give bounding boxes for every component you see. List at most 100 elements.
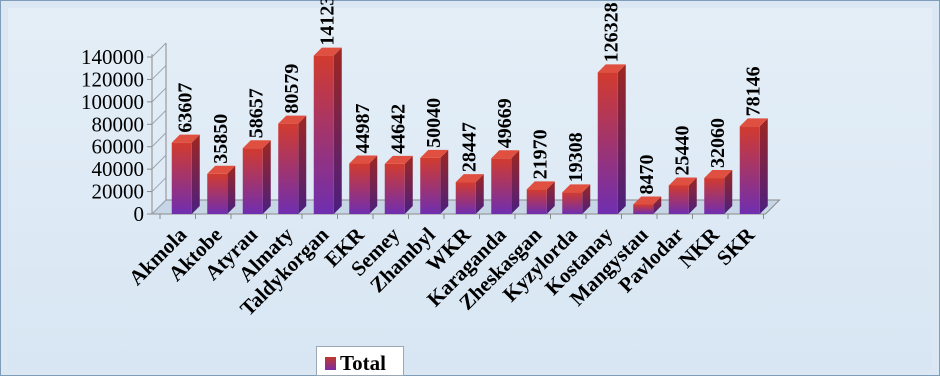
y-tick-diagonal bbox=[151, 199, 167, 215]
bar-wkr bbox=[455, 174, 484, 214]
bar-top bbox=[349, 155, 378, 164]
bar-side bbox=[262, 140, 271, 214]
data-label: 21970 bbox=[530, 129, 552, 179]
bar-side bbox=[404, 155, 413, 214]
bar-top bbox=[597, 64, 626, 73]
data-label: 8470 bbox=[636, 155, 658, 195]
y-tick-diagonal bbox=[151, 132, 167, 148]
data-label: 141237 bbox=[317, 0, 339, 46]
bar-pavlodar bbox=[668, 177, 697, 214]
bar-side bbox=[298, 115, 307, 214]
bar-front bbox=[633, 204, 654, 214]
data-label: 35850 bbox=[210, 114, 232, 164]
bar-side bbox=[511, 150, 520, 214]
data-label: 44987 bbox=[352, 104, 374, 154]
bar-side bbox=[369, 155, 378, 214]
bar-ekr bbox=[349, 155, 378, 214]
data-labels: 63607 35850 58657 80579 141237 44987 44642 5004… bbox=[175, 0, 765, 195]
bar-front bbox=[242, 148, 263, 214]
data-label: 78146 bbox=[743, 66, 765, 116]
y-tick-label: 80000 bbox=[92, 112, 145, 136]
bar-front bbox=[491, 158, 512, 214]
y-tick-label: 0 bbox=[134, 202, 145, 226]
bar-top bbox=[278, 115, 307, 124]
bar-side bbox=[475, 174, 484, 214]
y-tick-label: 60000 bbox=[92, 135, 145, 159]
legend-swatch bbox=[325, 357, 336, 370]
y-tick-label: 20000 bbox=[92, 180, 145, 204]
bar-skr bbox=[739, 118, 768, 214]
bar-mangystau bbox=[633, 196, 662, 214]
bar-side bbox=[191, 134, 200, 214]
bar-side bbox=[227, 165, 236, 214]
bar-kostanay bbox=[597, 64, 626, 214]
bar-side bbox=[653, 196, 662, 214]
bar-top bbox=[242, 140, 271, 149]
bar-akmola bbox=[171, 134, 200, 214]
bar-top bbox=[526, 181, 555, 190]
data-label: 49669 bbox=[494, 98, 516, 148]
data-label: 19308 bbox=[565, 132, 587, 182]
bar-top bbox=[668, 177, 697, 186]
bar-side bbox=[440, 149, 449, 214]
bar-side bbox=[333, 47, 342, 214]
y-tick-diagonal bbox=[151, 87, 167, 103]
bar-top bbox=[633, 196, 662, 205]
bar-top bbox=[562, 184, 591, 193]
bar-karaganda bbox=[491, 150, 520, 214]
y-tick-label: 100000 bbox=[81, 90, 144, 114]
bar-top bbox=[491, 150, 520, 159]
bar-top bbox=[455, 174, 484, 183]
bar-front bbox=[349, 163, 370, 214]
bar-side bbox=[759, 118, 768, 214]
bar-top bbox=[739, 118, 768, 127]
data-label: 25440 bbox=[672, 125, 694, 175]
bar-top bbox=[420, 149, 449, 158]
bar-aktobe bbox=[207, 165, 236, 214]
bar-side bbox=[688, 177, 697, 214]
bar-side bbox=[582, 184, 591, 214]
bar-front bbox=[526, 189, 547, 214]
bar-zhambyl bbox=[420, 149, 449, 214]
bar-zheskasgan bbox=[526, 181, 555, 214]
data-label: 126328 bbox=[601, 2, 623, 62]
bar-top bbox=[704, 170, 733, 179]
bar-front bbox=[420, 157, 441, 214]
category-labels: AkmolaAktobeAtyrauAlmatyTaldykorganEKRSe… bbox=[124, 222, 760, 321]
data-label: 28447 bbox=[459, 122, 481, 172]
bar-nkr bbox=[704, 170, 733, 214]
bar-taldykorgan bbox=[313, 47, 342, 214]
y-tick-diagonal bbox=[151, 109, 167, 125]
bar-top bbox=[171, 134, 200, 143]
y-tick-diagonal bbox=[151, 42, 167, 58]
bar-top bbox=[207, 165, 236, 174]
bar-front bbox=[278, 123, 299, 214]
bars bbox=[171, 47, 768, 214]
bar-top bbox=[384, 155, 413, 164]
data-label: 32060 bbox=[707, 118, 729, 168]
legend-label: Total bbox=[340, 351, 386, 375]
bar-side bbox=[617, 64, 626, 214]
category-label: SKR bbox=[712, 222, 760, 270]
bar-front bbox=[668, 185, 689, 214]
bar-front bbox=[597, 72, 618, 214]
data-label: 44642 bbox=[388, 104, 410, 154]
bar-side bbox=[724, 170, 733, 214]
y-tick-label: 40000 bbox=[92, 157, 145, 181]
y-tick-label: 120000 bbox=[81, 67, 144, 91]
bar-front bbox=[313, 55, 334, 214]
bar-front bbox=[384, 163, 405, 214]
bar-front bbox=[739, 126, 760, 214]
bar-kyzylorda bbox=[562, 184, 591, 214]
bar-semey bbox=[384, 155, 413, 214]
y-tick-diagonal bbox=[151, 154, 167, 170]
legend: Total bbox=[316, 346, 404, 376]
bar-front bbox=[455, 182, 476, 214]
data-label: 63607 bbox=[175, 83, 197, 133]
bar-almaty bbox=[278, 115, 307, 214]
bar-front bbox=[171, 142, 192, 214]
bar-atyrau bbox=[242, 140, 271, 214]
data-label: 58657 bbox=[246, 88, 268, 138]
